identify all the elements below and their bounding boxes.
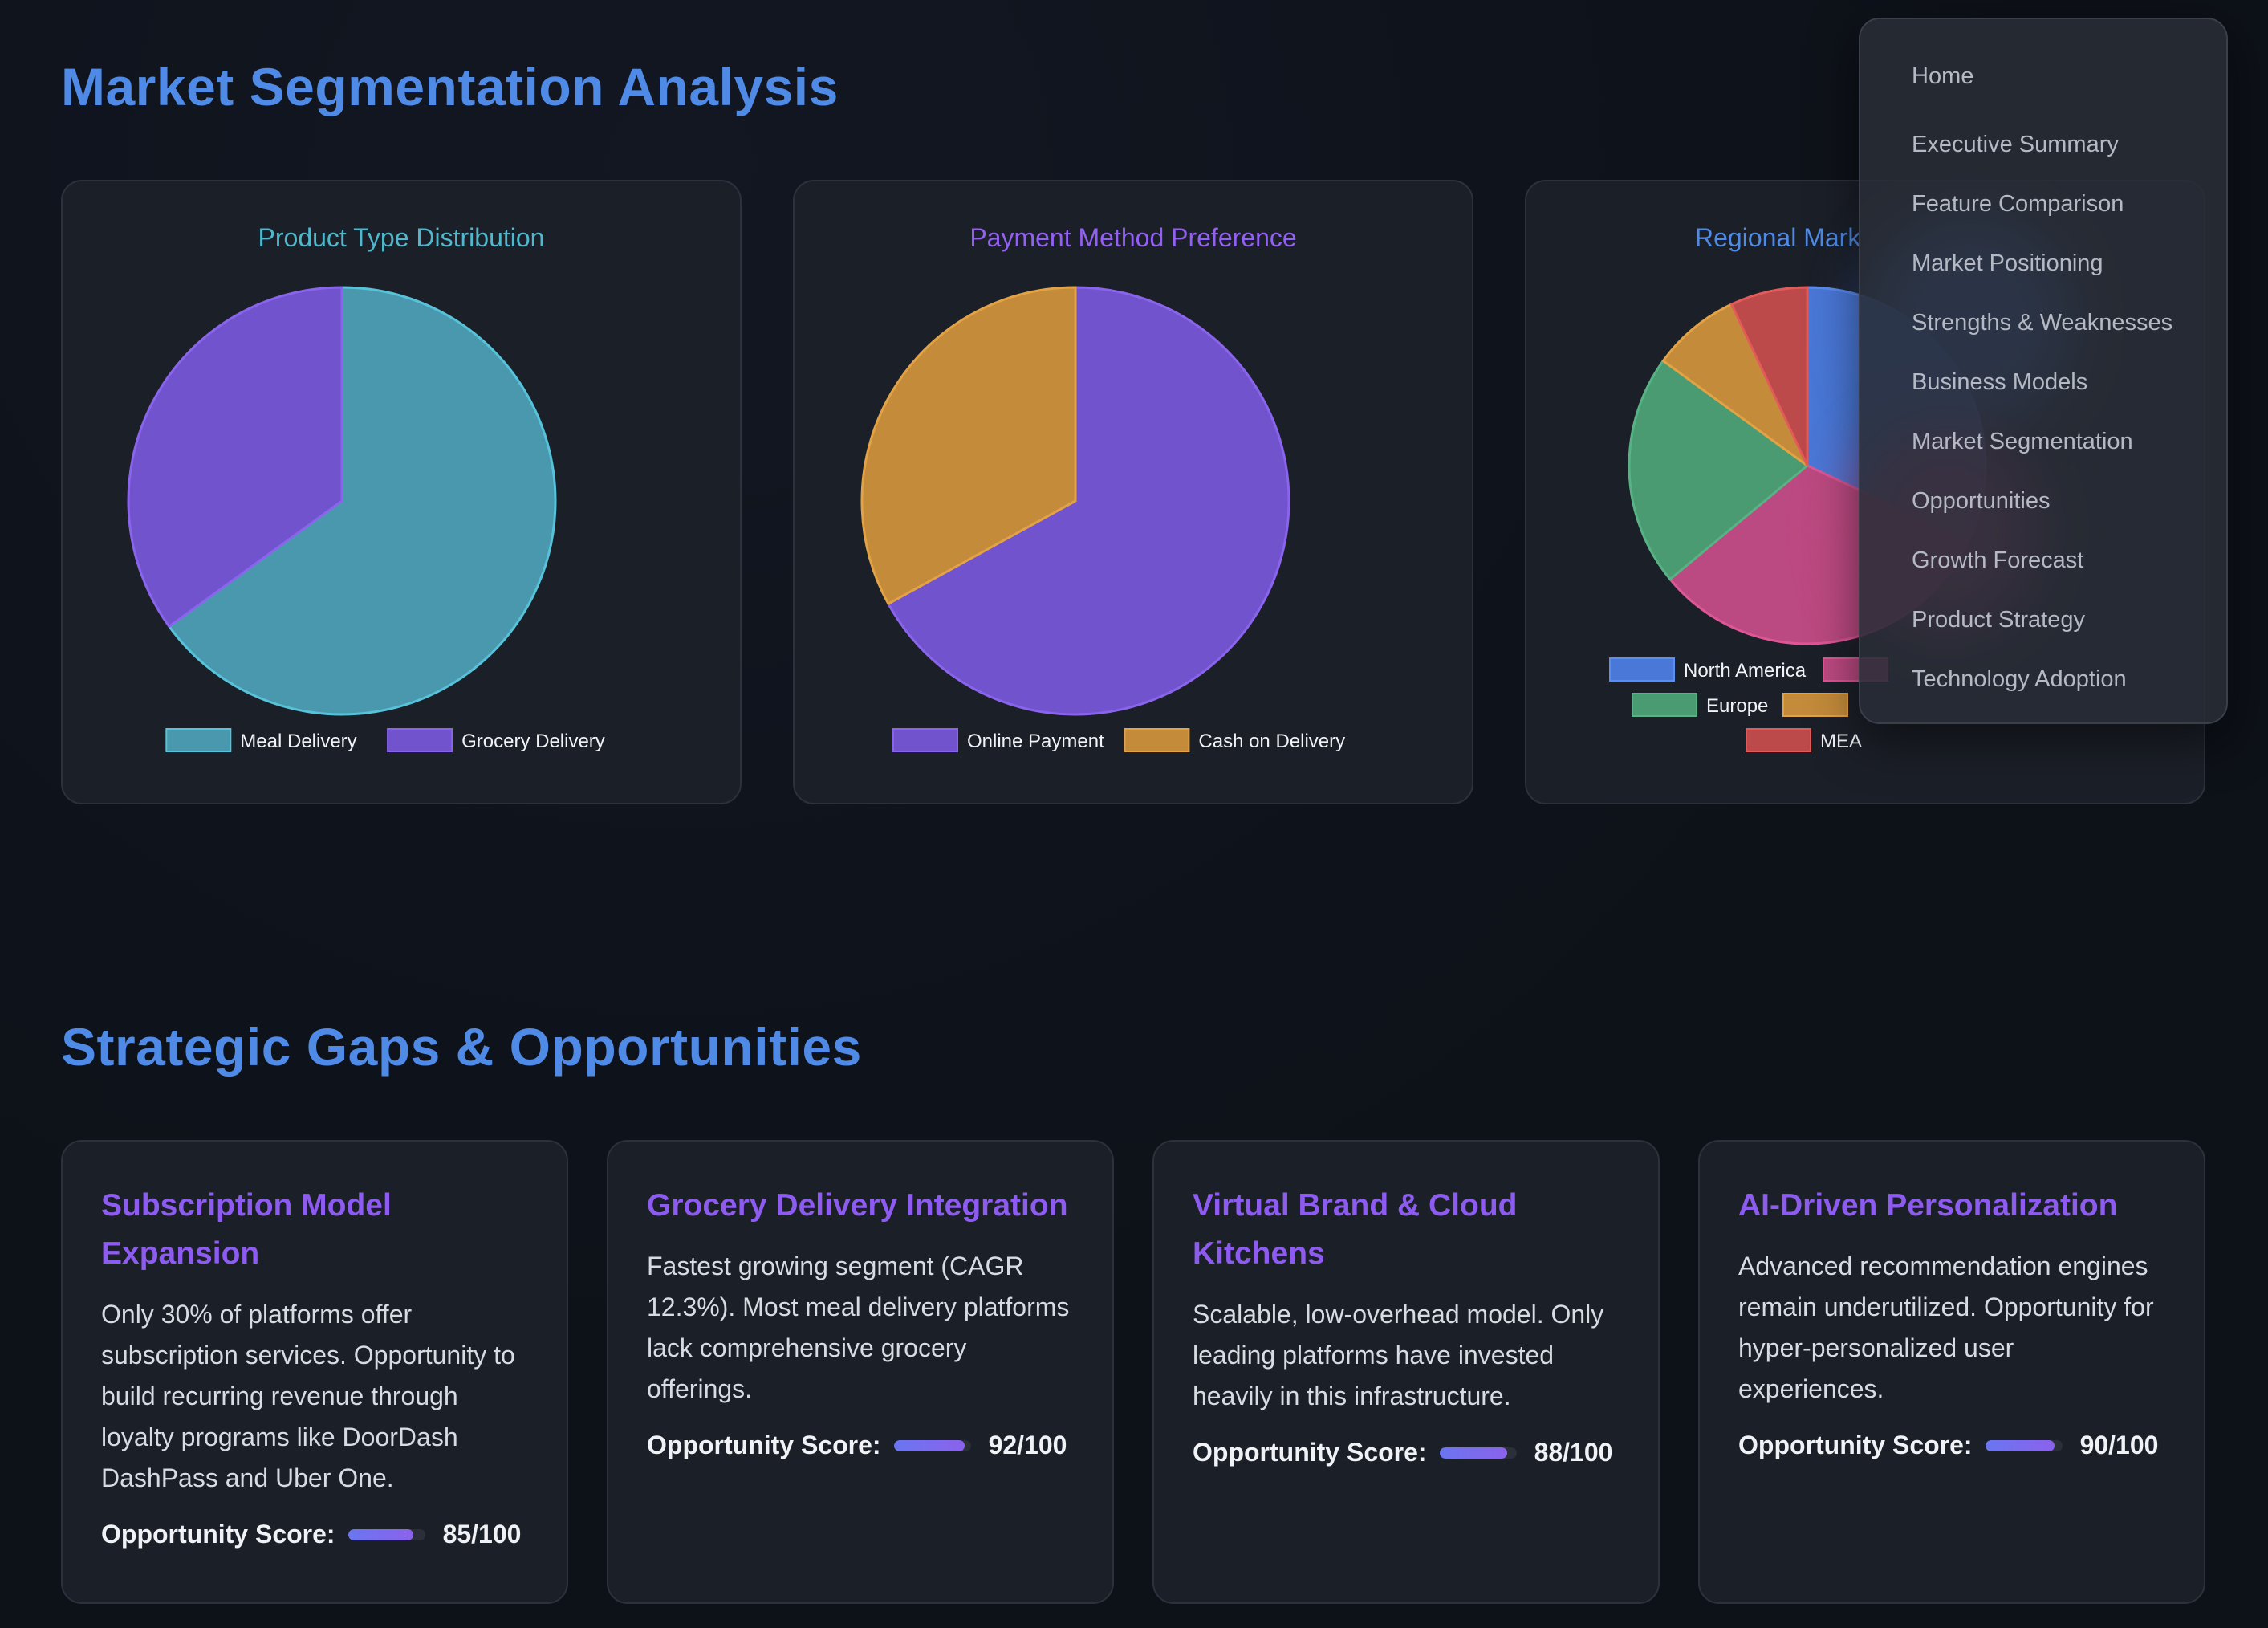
chart-card-product-type: Product Type Distribution Meal Delivery G… <box>61 180 742 804</box>
score-value: 92/100 <box>988 1431 1067 1459</box>
pie-slice-grocery-delivery[interactable] <box>127 286 343 629</box>
pie-chart-product-type: Meal Delivery Grocery Delivery <box>127 286 605 752</box>
menu-item-business-models[interactable]: Business Models <box>1912 369 2088 395</box>
pie-slice-latin-america[interactable] <box>1661 303 1809 467</box>
score-bar-fill <box>348 1528 414 1540</box>
pie-slice-online-payment[interactable] <box>886 286 1290 716</box>
score-bar <box>893 1439 971 1451</box>
opportunity-score: Opportunity Score: 85/100 <box>101 1520 528 1549</box>
score-bar-fill <box>1439 1447 1508 1459</box>
opportunity-card-grocery: Grocery Delivery Integration Fastest gro… <box>607 1140 1114 1604</box>
opportunity-card-subscription: Subscription Model Expansion Only 30% of… <box>61 1140 568 1604</box>
legend-item-online-payment[interactable]: Online Payment <box>892 728 1104 752</box>
menu-item-growth-forecast[interactable]: Growth Forecast <box>1912 547 2084 573</box>
opportunity-score: Opportunity Score: 92/100 <box>647 1431 1074 1460</box>
score-value: 85/100 <box>442 1520 522 1549</box>
legend-item-meal-delivery[interactable]: Meal Delivery <box>165 728 357 752</box>
score-bar-fill <box>893 1439 965 1451</box>
legend-label: MEA <box>1820 731 1862 752</box>
legend-label: Europe <box>1706 695 1768 717</box>
pie-slice-cash-on-delivery[interactable] <box>860 286 1077 606</box>
menu-item-feature-comparison[interactable]: Feature Comparison <box>1912 191 2124 217</box>
legend-item-mea[interactable]: MEA <box>1746 728 1862 752</box>
legend-label: Cash on Delivery <box>1198 731 1345 752</box>
pie-slice-mea[interactable] <box>1729 286 1809 466</box>
opportunity-title: Virtual Brand & Cloud Kitchens <box>1193 1188 1518 1271</box>
score-label: Opportunity Score: <box>101 1520 335 1549</box>
score-value: 90/100 <box>2079 1431 2159 1459</box>
legend-swatch <box>1632 693 1697 717</box>
legend-swatch <box>387 728 453 752</box>
opportunity-description: Advanced recommendation engines remain u… <box>1738 1252 2154 1403</box>
opportunity-description: Only 30% of platforms offer subscription… <box>101 1300 515 1492</box>
pie-slice-meal-delivery[interactable] <box>167 286 557 716</box>
score-label: Opportunity Score: <box>1193 1438 1427 1467</box>
legend-swatch <box>1609 657 1675 682</box>
menu-item-opportunities[interactable]: Opportunities <box>1912 488 2051 514</box>
score-bar <box>1985 1439 2063 1451</box>
opportunity-card-virtual-brand: Virtual Brand & Cloud Kitchens Scalable,… <box>1152 1140 1660 1604</box>
legend-item-north-america[interactable]: North America <box>1609 657 1807 682</box>
opportunity-score: Opportunity Score: 88/100 <box>1193 1438 1620 1467</box>
score-value: 88/100 <box>1534 1438 1613 1467</box>
chart-title-payment-method: Payment Method Preference <box>969 223 1297 252</box>
legend-item-europe[interactable]: Europe <box>1632 693 1768 717</box>
score-bar <box>1439 1447 1517 1459</box>
strategic-gaps-title: Strategic Gaps & Opportunities <box>61 1017 862 1077</box>
legend-item-grocery-delivery[interactable]: Grocery Delivery <box>387 728 605 752</box>
opportunity-title: Grocery Delivery Integration <box>647 1188 1068 1223</box>
legend-item-cash-on-delivery[interactable]: Cash on Delivery <box>1124 728 1345 752</box>
opportunity-description: Scalable, low-overhead model. Only leadi… <box>1193 1300 1604 1410</box>
legend-swatch <box>165 728 232 752</box>
legend-swatch <box>1782 693 1848 717</box>
menu-item-market-segmentation[interactable]: Market Segmentation <box>1912 429 2133 454</box>
legend-item-latin-america[interactable] <box>1782 693 1848 717</box>
chart-card-payment-method: Payment Method Preference Online Payment… <box>793 180 1473 804</box>
opportunity-title: Subscription Model Expansion <box>101 1188 392 1271</box>
menu-item-technology-adoption[interactable]: Technology Adoption <box>1912 666 2127 692</box>
navigation-menu: Home Executive Summary Feature Compariso… <box>1859 18 2228 724</box>
score-label: Opportunity Score: <box>647 1431 881 1459</box>
opportunity-description: Fastest growing segment (CAGR 12.3%). Mo… <box>647 1252 1070 1403</box>
score-bar-fill <box>1985 1439 2055 1451</box>
legend-swatch <box>892 728 958 752</box>
menu-item-home[interactable]: Home <box>1912 63 1974 89</box>
chart-title-regional-market: Regional Mark <box>1695 223 1861 252</box>
opportunity-title: AI-Driven Personalization <box>1738 1188 2118 1223</box>
pie-chart-payment-method: Online Payment Cash on Delivery <box>860 286 1345 752</box>
menu-item-strengths-weaknesses[interactable]: Strengths & Weaknesses <box>1912 310 2173 336</box>
legend-swatch <box>1124 728 1190 752</box>
opportunity-card-ai-personalization: AI-Driven Personalization Advanced recom… <box>1698 1140 2205 1604</box>
score-bar <box>348 1528 425 1540</box>
menu-item-product-strategy[interactable]: Product Strategy <box>1912 607 2085 633</box>
market-segmentation-title: Market Segmentation Analysis <box>61 57 839 116</box>
legend-label: Meal Delivery <box>240 731 356 752</box>
legend-label: North America <box>1684 660 1807 682</box>
legend-label: Online Payment <box>967 731 1104 752</box>
legend-label: Grocery Delivery <box>461 731 605 752</box>
pie-slice-europe[interactable] <box>1628 359 1810 581</box>
menu-item-executive-summary[interactable]: Executive Summary <box>1912 132 2119 157</box>
opportunity-score: Opportunity Score: 90/100 <box>1738 1431 2165 1460</box>
chart-title-product-type: Product Type Distribution <box>258 223 545 252</box>
score-label: Opportunity Score: <box>1738 1431 1973 1459</box>
menu-item-market-positioning[interactable]: Market Positioning <box>1912 250 2103 276</box>
legend-swatch <box>1746 728 1811 752</box>
